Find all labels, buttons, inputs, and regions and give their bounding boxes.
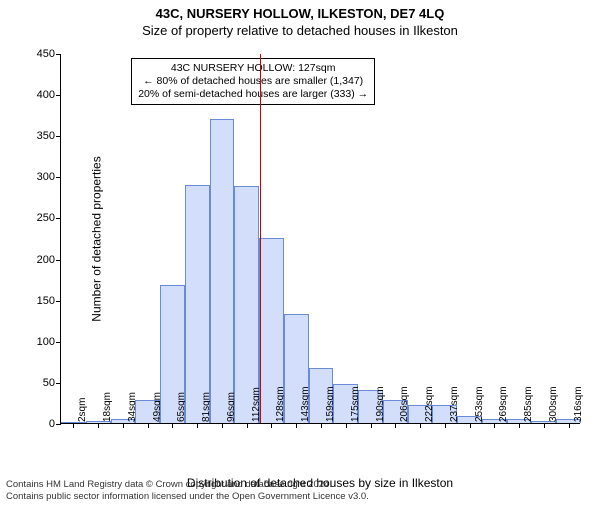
y-tick-mark [56, 260, 61, 261]
y-tick-label: 400 [23, 89, 55, 101]
x-tick-mark [445, 423, 446, 428]
y-tick-mark [56, 383, 61, 384]
page-title-address: 43C, NURSERY HOLLOW, ILKESTON, DE7 4LQ [0, 6, 600, 21]
y-tick-mark [56, 342, 61, 343]
x-tick-mark [296, 423, 297, 428]
x-tick-mark [172, 423, 173, 428]
x-tick-mark [569, 423, 570, 428]
annotation-box: 43C NURSERY HOLLOW: 127sqm ← 80% of deta… [131, 58, 375, 105]
y-tick-label: 350 [23, 130, 55, 142]
x-tick-mark [197, 423, 198, 428]
x-tick-mark [247, 423, 248, 428]
y-tick-label: 200 [23, 254, 55, 266]
y-tick-mark [56, 95, 61, 96]
x-tick-mark [519, 423, 520, 428]
y-tick-mark [56, 136, 61, 137]
x-tick-label: 2sqm [77, 398, 88, 422]
footer-attribution: Contains HM Land Registry data © Crown c… [6, 479, 369, 502]
y-tick-label: 450 [23, 48, 55, 60]
x-tick-mark [371, 423, 372, 428]
y-tick-mark [56, 424, 61, 425]
histogram-bar [210, 119, 235, 423]
annotation-line: ← 80% of detached houses are smaller (1,… [138, 75, 368, 88]
reference-line [260, 54, 261, 423]
y-tick-mark [56, 218, 61, 219]
x-tick-label: 253sqm [474, 386, 485, 422]
plot-area: 43C NURSERY HOLLOW: 127sqm ← 80% of deta… [60, 54, 580, 424]
x-tick-mark [470, 423, 471, 428]
y-tick-label: 300 [23, 171, 55, 183]
x-tick-mark [222, 423, 223, 428]
x-tick-label: 285sqm [523, 386, 534, 422]
footer-line: Contains public sector information licen… [6, 491, 369, 502]
footer-line: Contains HM Land Registry data © Crown c… [6, 479, 369, 490]
y-tick-mark [56, 301, 61, 302]
x-tick-mark [420, 423, 421, 428]
y-tick-mark [56, 54, 61, 55]
x-tick-mark [98, 423, 99, 428]
y-tick-label: 250 [23, 212, 55, 224]
y-tick-label: 50 [23, 377, 55, 389]
x-tick-mark [123, 423, 124, 428]
annotation-line: 43C NURSERY HOLLOW: 127sqm [138, 62, 368, 75]
x-tick-mark [346, 423, 347, 428]
y-tick-label: 0 [23, 418, 55, 430]
histogram-bar [185, 185, 210, 423]
y-tick-label: 150 [23, 295, 55, 307]
x-tick-label: 18sqm [102, 392, 113, 422]
x-tick-mark [73, 423, 74, 428]
x-tick-label: 269sqm [498, 386, 509, 422]
x-tick-mark [148, 423, 149, 428]
x-tick-label: 316sqm [573, 386, 584, 422]
x-tick-label: 300sqm [548, 386, 559, 422]
x-tick-mark [544, 423, 545, 428]
y-tick-label: 100 [23, 336, 55, 348]
chart-area: Number of detached properties 43C NURSER… [60, 54, 580, 424]
annotation-line: 20% of semi-detached houses are larger (… [138, 88, 368, 101]
x-tick-mark [321, 423, 322, 428]
x-tick-mark [271, 423, 272, 428]
page-subtitle: Size of property relative to detached ho… [0, 23, 600, 38]
x-tick-mark [494, 423, 495, 428]
y-tick-mark [56, 177, 61, 178]
x-tick-mark [395, 423, 396, 428]
